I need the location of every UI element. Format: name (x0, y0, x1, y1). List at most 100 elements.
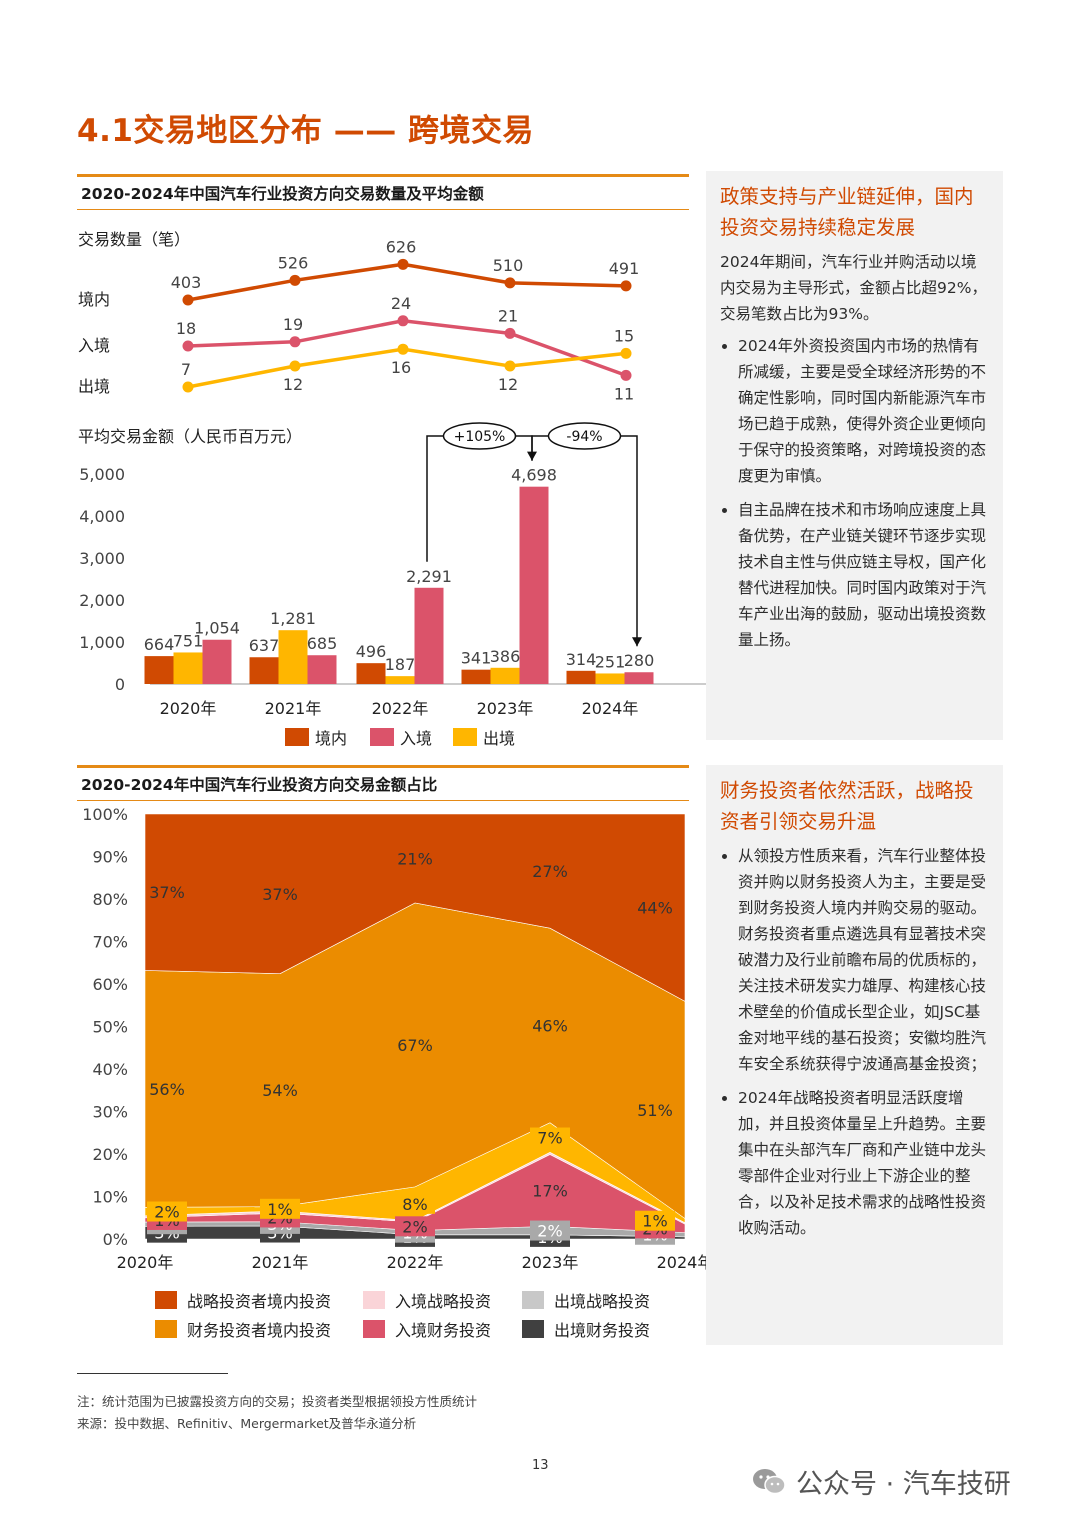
bar (461, 669, 491, 684)
y-tick-label: 3,000 (79, 549, 125, 568)
x-tick-label: 2022年 (387, 1253, 444, 1272)
side-panel-bullets: 2024年外资投资国内市场的热情有所减缓，主要是受全球经济形势的不确定性影响，同… (720, 333, 991, 653)
data-label: 491 (609, 259, 640, 278)
data-point (289, 360, 301, 372)
legend-label: 入境财务投资 (395, 1321, 491, 1340)
chart-title: 平均交易金额（人民币百万元） (78, 427, 302, 446)
data-label: 67% (397, 1036, 433, 1055)
data-label: 12 (498, 375, 518, 394)
growth-arrow (426, 435, 533, 562)
data-label-box (395, 1193, 435, 1214)
x-tick-label: 2024年 (657, 1253, 714, 1272)
data-label: 27% (532, 862, 568, 881)
y-tick-label: 100% (82, 805, 128, 824)
y-tick-label: 50% (92, 1018, 128, 1037)
data-label: 19 (283, 315, 303, 334)
data-point (182, 381, 194, 393)
section-heading-volume: 2020-2024年中国汽车行业投资方向交易数量及平均金额 (77, 174, 689, 210)
legend-swatch (370, 728, 394, 746)
bar (414, 587, 444, 684)
legend-swatch (285, 728, 309, 746)
bar (307, 655, 337, 684)
series-label: 出境 (78, 377, 110, 396)
bullet-item: 2024年外资投资国内市场的热情有所减缓，主要是受全球经济形势的不确定性影响，同… (738, 333, 991, 489)
side-panel-investors: 财务投资者依然活跃，战略投资者引领交易升温 从领投方性质来看，汽车行业整体投资并… (706, 765, 1003, 1345)
data-label: 386 (490, 647, 521, 666)
chart-title: 交易数量（笔） (78, 230, 190, 249)
data-label-box (147, 1201, 187, 1222)
legend-swatch (453, 728, 477, 746)
section-heading-share: 2020-2024年中国汽车行业投资方向交易金额占比 (77, 765, 689, 801)
data-label: 637 (249, 636, 280, 655)
y-tick-label: 40% (92, 1060, 128, 1079)
x-tick-label: 2023年 (477, 699, 534, 718)
data-point (620, 369, 632, 381)
data-label: 15 (614, 326, 634, 345)
data-label: 46% (532, 1016, 568, 1035)
data-label: 2% (154, 1203, 179, 1222)
data-label: 314 (566, 650, 597, 669)
data-label: 341 (461, 649, 492, 668)
bullet-item: 自主品牌在技术和市场响应速度上具备优势，在产业链关键环节逐步实现技术自主性与供应… (738, 497, 991, 653)
growth-badge (442, 422, 517, 450)
y-tick-label: 60% (92, 975, 128, 994)
x-tick-label: 2023年 (522, 1253, 579, 1272)
side-panel-paragraph: 2024年期间，汽车行业并购活动以境内交易为主导形式，金额占比超92%，交易笔数… (720, 253, 987, 323)
series-label: 入境 (78, 336, 110, 355)
legend-swatch (363, 1320, 385, 1338)
bullet-item: 从领投方性质来看，汽车行业整体投资并购以财务投资人为主，主要是受到财务投资人境内… (738, 843, 991, 1077)
data-label: 11 (614, 384, 634, 403)
data-point (182, 340, 194, 352)
data-point (182, 294, 194, 306)
bar (595, 673, 625, 684)
watermark-text: 公众号 · 汽车技研 (796, 1469, 1011, 1500)
bar (249, 657, 279, 684)
x-tick-label: 2022年 (372, 699, 429, 718)
growth-badge (547, 422, 622, 450)
y-tick-label: 1,000 (79, 633, 125, 652)
bar (202, 639, 232, 684)
bar (385, 676, 415, 684)
legend-swatch (522, 1291, 544, 1309)
data-label: 51% (637, 1101, 673, 1120)
data-label: 751 (173, 631, 204, 650)
growth-label: -94% (566, 429, 602, 445)
x-tick-label: 2020年 (117, 1253, 174, 1272)
data-label-box (530, 1127, 570, 1148)
y-tick-label: 2,000 (79, 591, 125, 610)
deal-count-line-chart: 交易数量（笔） 境内 403 526 626 510 491 入境 18 19 24 21 11 出境 7 1… (78, 230, 640, 403)
data-label: 37% (262, 885, 298, 904)
bar (173, 652, 203, 684)
side-panel-heading: 财务投资者依然活跃，战略投资者引领交易升温 (720, 779, 974, 833)
data-label: 17% (532, 1181, 568, 1200)
data-point (504, 360, 516, 372)
area-layer (144, 813, 686, 1002)
footnote: 注：统计范围为已披露投资方向的交易；投资者类型根据领投方性质统计 (77, 1394, 478, 1409)
data-label: 187 (385, 655, 416, 674)
bar (566, 670, 596, 684)
legend-swatch (155, 1291, 177, 1309)
legend-label: 入境 (400, 729, 432, 748)
data-label: 510 (493, 256, 524, 275)
y-tick-label: 0% (103, 1230, 128, 1249)
legend-label: 出境 (483, 729, 515, 748)
legend-label: 战略投资者境内投资 (187, 1292, 331, 1311)
x-tick-label: 2020年 (160, 699, 217, 718)
legend-label: 出境战略投资 (554, 1292, 650, 1311)
data-point (620, 347, 632, 359)
bar (278, 630, 308, 684)
y-tick-label: 5,000 (79, 465, 125, 484)
bar (519, 486, 549, 684)
data-label: 54% (262, 1081, 298, 1100)
data-label: 4,698 (511, 466, 557, 485)
source-note: 来源：投中数据、Refinitiv、Mergermarket及普华永道分析 (77, 1416, 417, 1431)
data-label: 12 (283, 375, 303, 394)
data-point (504, 327, 516, 339)
watermark: 公众号 · 汽车技研 (752, 1462, 1011, 1501)
data-label: 2,291 (406, 567, 452, 586)
data-label: 24 (391, 294, 411, 313)
page-number: 13 (532, 1458, 549, 1473)
y-tick-label: 90% (92, 848, 128, 867)
data-point (289, 274, 301, 286)
legend-swatch (363, 1291, 385, 1309)
